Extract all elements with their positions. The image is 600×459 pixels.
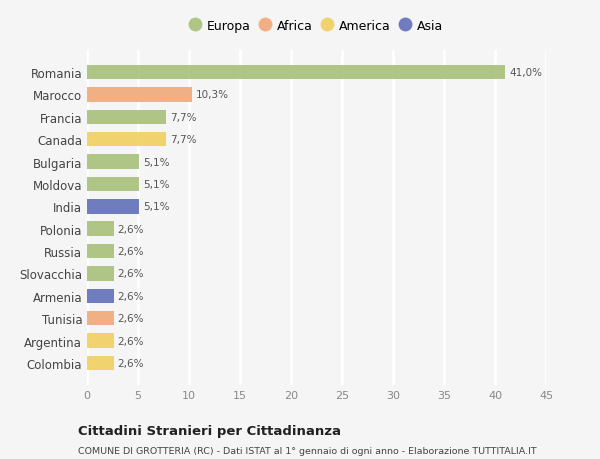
Text: 2,6%: 2,6%: [118, 336, 144, 346]
Bar: [87, 66, 505, 80]
Legend: Europa, Africa, America, Asia: Europa, Africa, America, Asia: [187, 17, 446, 37]
Text: Cittadini Stranieri per Cittadinanza: Cittadini Stranieri per Cittadinanza: [78, 425, 341, 437]
Bar: [87, 177, 139, 192]
Bar: [87, 222, 113, 236]
Text: 5,1%: 5,1%: [143, 202, 170, 212]
Bar: [87, 155, 139, 169]
Text: 2,6%: 2,6%: [118, 224, 144, 234]
Text: 5,1%: 5,1%: [143, 179, 170, 190]
Text: 41,0%: 41,0%: [509, 68, 542, 78]
Text: 5,1%: 5,1%: [143, 157, 170, 167]
Text: 2,6%: 2,6%: [118, 313, 144, 324]
Bar: [87, 311, 113, 326]
Text: 2,6%: 2,6%: [118, 269, 144, 279]
Text: 2,6%: 2,6%: [118, 358, 144, 368]
Text: 7,7%: 7,7%: [170, 135, 196, 145]
Bar: [87, 356, 113, 370]
Text: COMUNE DI GROTTERIA (RC) - Dati ISTAT al 1° gennaio di ogni anno - Elaborazione : COMUNE DI GROTTERIA (RC) - Dati ISTAT al…: [78, 446, 536, 455]
Bar: [87, 110, 166, 125]
Text: 7,7%: 7,7%: [170, 112, 196, 123]
Text: 2,6%: 2,6%: [118, 246, 144, 257]
Bar: [87, 289, 113, 303]
Bar: [87, 200, 139, 214]
Bar: [87, 133, 166, 147]
Bar: [87, 267, 113, 281]
Bar: [87, 88, 192, 102]
Text: 2,6%: 2,6%: [118, 291, 144, 301]
Bar: [87, 244, 113, 259]
Bar: [87, 334, 113, 348]
Text: 10,3%: 10,3%: [196, 90, 229, 100]
